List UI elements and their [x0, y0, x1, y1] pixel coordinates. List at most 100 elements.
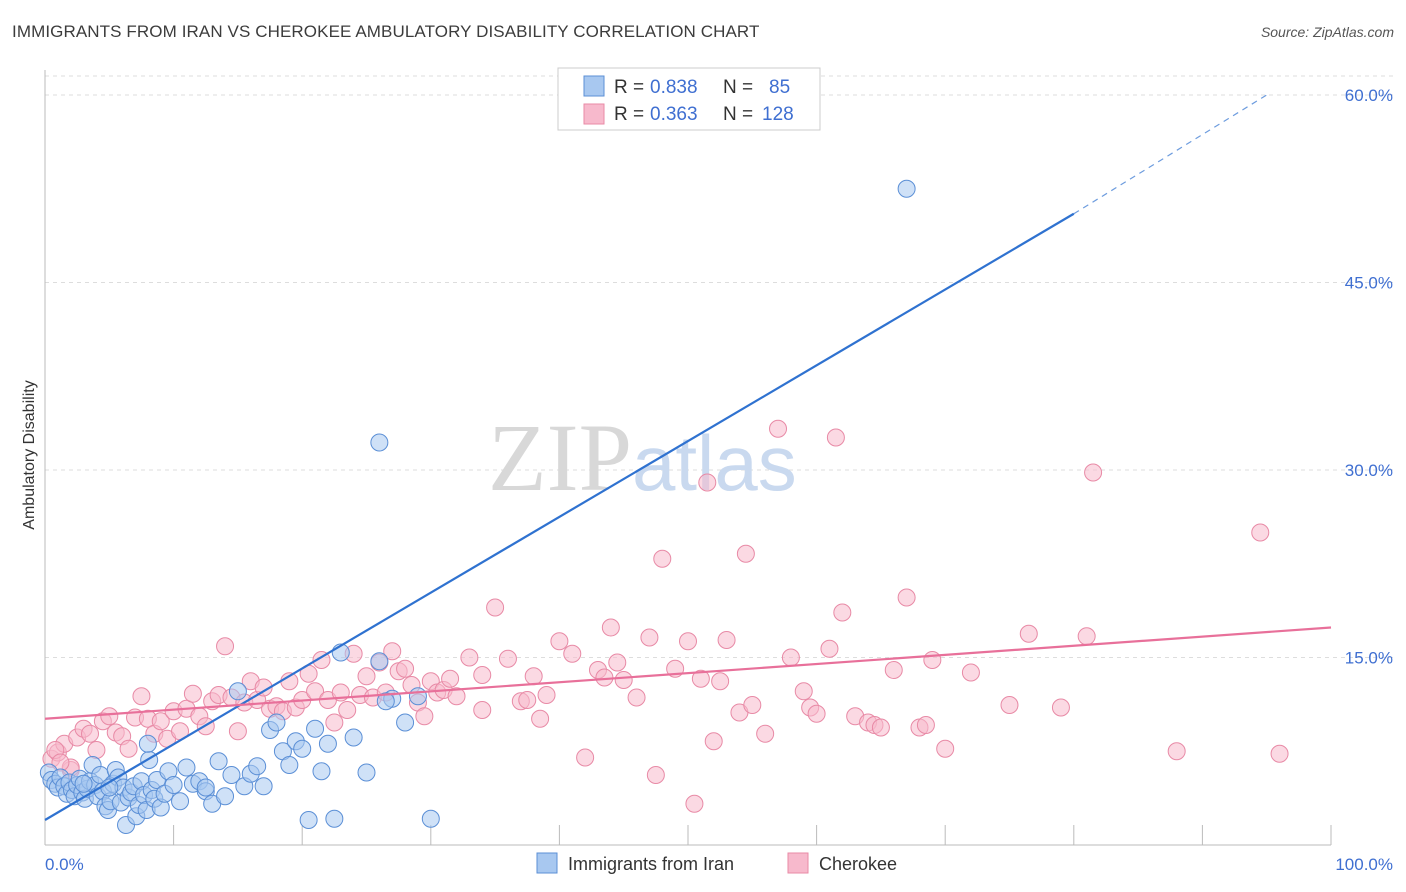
cherokee-point	[1270, 744, 1289, 763]
cherokee-point	[769, 419, 788, 438]
cherokee-point	[383, 642, 402, 661]
iran-trend-extension	[1073, 94, 1268, 215]
cherokee-point	[711, 672, 730, 691]
watermark-atlas: atlas	[632, 419, 797, 507]
cherokee-point	[183, 684, 202, 703]
cherokee-point	[679, 632, 697, 651]
cherokee-point	[627, 688, 646, 707]
iran-point	[318, 734, 337, 753]
bottom-legend-label-cherokee: Cherokee	[819, 854, 897, 874]
x-tick-label: 100.0%	[1335, 855, 1393, 874]
iran-point	[248, 757, 267, 776]
iran-point	[74, 774, 93, 793]
cherokee-point	[871, 718, 890, 737]
cherokee-point	[756, 724, 775, 743]
iran-point	[209, 752, 228, 771]
cherokee-point	[826, 428, 845, 447]
legend-n-label-2: N =	[723, 104, 753, 125]
cherokee-point	[884, 661, 903, 679]
cherokee-point	[524, 667, 543, 686]
y-tick-label: 60.0%	[1345, 86, 1393, 105]
cherokee-point	[151, 712, 170, 731]
iran-point	[421, 809, 440, 828]
cherokee-point	[473, 701, 492, 719]
iran-point	[312, 762, 331, 781]
cherokee-point	[646, 766, 665, 784]
cherokee-point	[228, 722, 247, 741]
iran-point	[344, 728, 363, 747]
watermark-zip: ZIP	[488, 404, 632, 511]
cherokee-point	[640, 628, 659, 647]
cherokee-point	[923, 651, 942, 669]
iran-point	[216, 787, 235, 806]
cherokee-point	[601, 618, 620, 637]
bottom-legend-label-iran: Immigrants from Iran	[568, 854, 734, 874]
iran-point	[171, 792, 190, 811]
cherokee-point	[132, 687, 151, 706]
iran-point	[376, 692, 395, 711]
cherokee-point	[717, 631, 736, 649]
chart-title: IMMIGRANTS FROM IRAN VS CHEROKEE AMBULAT…	[12, 22, 760, 41]
legend-n-value-2: 128	[762, 104, 794, 125]
cherokee-point	[736, 544, 755, 563]
cherokee-point	[820, 639, 839, 658]
cherokee-point	[794, 682, 813, 701]
cherokee-point	[576, 748, 595, 767]
cherokee-point	[916, 716, 935, 734]
legend-r-value-2: 0.363	[650, 104, 698, 125]
x-tick-label: 0.0%	[45, 855, 84, 874]
cherokee-point	[807, 704, 826, 723]
iran-point	[306, 719, 325, 738]
legend-box: R = 0.838 N = 85 R = 0.363 N = 128	[557, 67, 821, 131]
legend-swatch-blue	[583, 75, 605, 97]
cherokee-point	[531, 709, 550, 728]
cherokee-point	[1000, 696, 1019, 714]
bottom-legend-swatch-blue	[536, 852, 558, 874]
cherokee-point	[473, 666, 492, 684]
cherokee-point	[81, 724, 100, 743]
bottom-legend: Immigrants from Iran Cherokee	[536, 852, 897, 874]
cherokee-point	[396, 659, 415, 678]
cherokee-point	[537, 686, 556, 704]
cherokee-point	[608, 653, 627, 672]
cherokee-point	[486, 598, 505, 617]
trend-lines	[44, 94, 1332, 821]
cherokee-point	[518, 691, 537, 709]
cherokee-point	[1251, 523, 1270, 542]
legend-swatch-pink	[583, 103, 605, 125]
cherokee-point	[743, 696, 762, 714]
iran-point	[396, 713, 415, 732]
cherokee-point	[415, 707, 434, 726]
iran-points	[39, 179, 916, 834]
iran-point	[267, 713, 286, 732]
cherokee-point	[447, 687, 466, 706]
cherokee-point	[781, 648, 800, 667]
y-tick-label: 30.0%	[1345, 461, 1393, 480]
cherokee-point	[100, 707, 119, 726]
iran-point	[280, 756, 299, 774]
cherokee-point	[1084, 463, 1103, 482]
cherokee-point	[936, 739, 955, 758]
legend-r-label-1: R =	[614, 77, 644, 98]
cherokee-point	[698, 473, 717, 492]
cherokee-point	[550, 632, 569, 651]
cherokee-point	[441, 669, 460, 688]
legend-n-label-1: N =	[723, 77, 753, 98]
cherokee-point	[595, 668, 614, 687]
y-tick-label: 15.0%	[1345, 649, 1393, 668]
iran-point	[196, 778, 215, 797]
cherokee-point	[1051, 698, 1070, 717]
axes	[44, 70, 1332, 846]
cherokee-point	[357, 667, 376, 686]
cherokee-point	[338, 701, 357, 719]
cherokee-point	[1019, 624, 1038, 643]
cherokee-point	[704, 732, 723, 751]
grid-lines	[45, 75, 1395, 658]
cherokee-point	[833, 603, 852, 622]
legend-r-label-2: R =	[614, 104, 644, 125]
cherokee-point	[87, 741, 106, 759]
iran-point	[293, 739, 312, 758]
chart-source: Source: ZipAtlas.com	[1260, 24, 1394, 40]
cherokee-point	[325, 713, 344, 732]
